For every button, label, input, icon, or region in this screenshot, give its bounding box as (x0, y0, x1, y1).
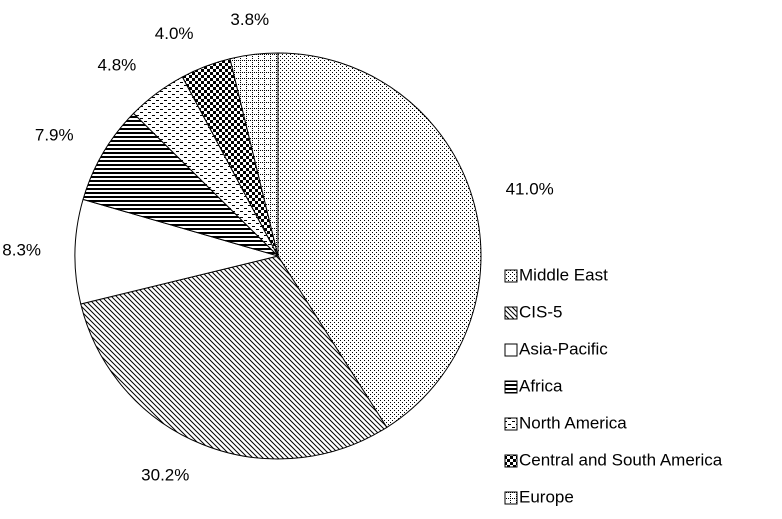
pie-slice (229, 52, 279, 257)
data-label: 4.8% (98, 56, 137, 75)
data-label: 4.0% (155, 24, 194, 43)
data-label: 41.0% (506, 179, 554, 198)
legend-swatch (504, 306, 518, 320)
legend-swatch (504, 380, 518, 394)
pie-slice (82, 112, 279, 257)
legend-swatch (504, 343, 518, 357)
legend-label: North America (519, 413, 627, 432)
data-label: 8.3% (2, 240, 41, 259)
legend-label: Europe (519, 487, 574, 506)
data-label: 3.8% (230, 10, 269, 29)
legend-label: Middle East (519, 265, 608, 284)
pie-slice (80, 255, 388, 460)
legend-label: Asia-Pacific (519, 339, 608, 358)
data-label: 7.9% (35, 125, 74, 144)
legend-label: CIS-5 (519, 302, 562, 321)
legend-label: Central and South America (519, 450, 723, 469)
pie-slice (74, 198, 280, 305)
data-label: 30.2% (141, 465, 189, 484)
legend-swatch (504, 269, 518, 283)
legend-swatch (504, 491, 518, 505)
legend-swatch (504, 417, 518, 431)
legend-label: Africa (519, 376, 563, 395)
pie-slice (277, 52, 482, 429)
legend-swatch (504, 454, 518, 468)
